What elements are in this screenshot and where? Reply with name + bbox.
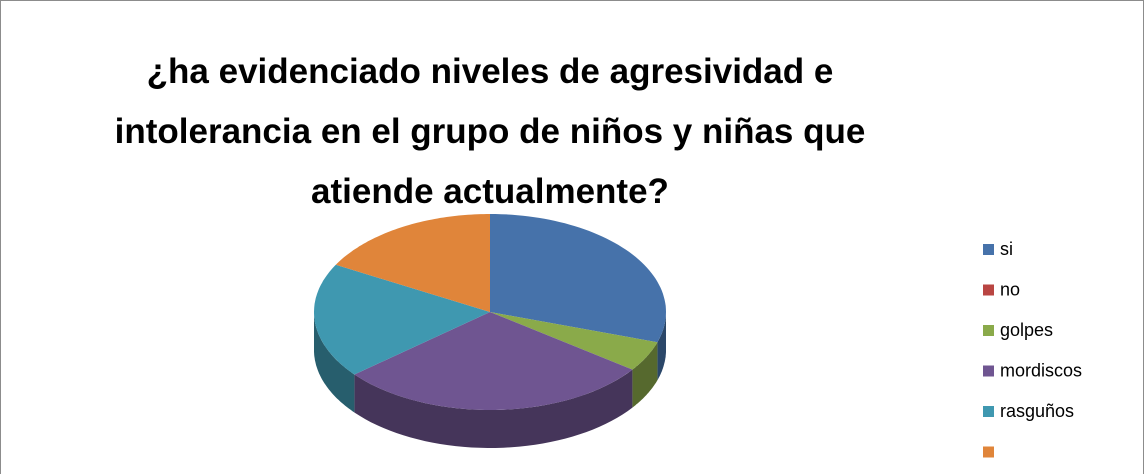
slice [490,312,658,370]
legend-swatch [983,406,994,417]
slice-side [354,369,633,448]
slice-side [314,312,355,413]
slice [335,214,490,312]
legend-swatch [983,284,994,296]
legend-label: no [1000,279,1020,299]
legend-swatch [983,325,994,336]
legend-label: golpes [1000,320,1053,340]
legend-swatch [983,244,994,255]
legend-label: si [1000,239,1013,259]
chart-title: ¿ha evidenciado niveles de agresividad e… [114,52,866,211]
slice-side [632,342,658,408]
legend-swatch [983,446,994,458]
slice [354,312,633,410]
legend-label: rasguños [1000,401,1074,421]
legend-label: mordiscos [1000,360,1082,380]
slice-side [657,312,666,381]
legend-swatch [983,365,994,377]
slice [314,264,490,375]
slice [490,214,666,343]
